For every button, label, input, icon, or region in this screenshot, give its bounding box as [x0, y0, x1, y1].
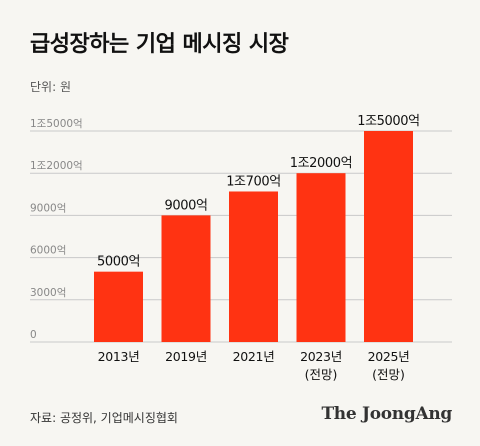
- y-tick-label: 6000억: [30, 245, 66, 257]
- bar-value-label: 1조5000억: [357, 114, 419, 129]
- x-tick-sublabel: (전망): [372, 367, 405, 382]
- x-tick-sublabel: (전망): [305, 367, 338, 382]
- source-note: 자료: 공정위, 기업메시징협회: [30, 411, 178, 425]
- bar: [94, 271, 143, 342]
- y-tick-label: 3000억: [30, 287, 66, 299]
- x-tick-label: 2019년: [165, 349, 207, 364]
- x-tick-label: 2023년: [300, 349, 342, 364]
- y-tick-label: 0: [30, 329, 37, 341]
- bar: [296, 173, 346, 342]
- joongang-logo: The JoongAng: [321, 404, 452, 424]
- bar: [364, 131, 413, 342]
- bar: [161, 215, 211, 342]
- bar: [229, 191, 278, 342]
- chart-title: 급성장하는 기업 메시징 시장: [30, 32, 289, 57]
- x-tick-label: 2025년: [368, 349, 410, 364]
- y-tick-label: 9000억: [30, 202, 66, 214]
- y-tick-label: 1조2000억: [30, 160, 83, 172]
- bar-value-label: 1조700억: [226, 174, 281, 189]
- bar-value-label: 1조2000억: [290, 156, 352, 171]
- y-tick-label: 1조5000억: [30, 118, 83, 130]
- bar-value-label: 9000억: [164, 198, 207, 213]
- bar-value-label: 5000억: [97, 255, 140, 270]
- unit-label: 단위: 원: [30, 80, 71, 94]
- x-tick-label: 2013년: [98, 349, 140, 364]
- x-tick-label: 2021년: [233, 349, 275, 364]
